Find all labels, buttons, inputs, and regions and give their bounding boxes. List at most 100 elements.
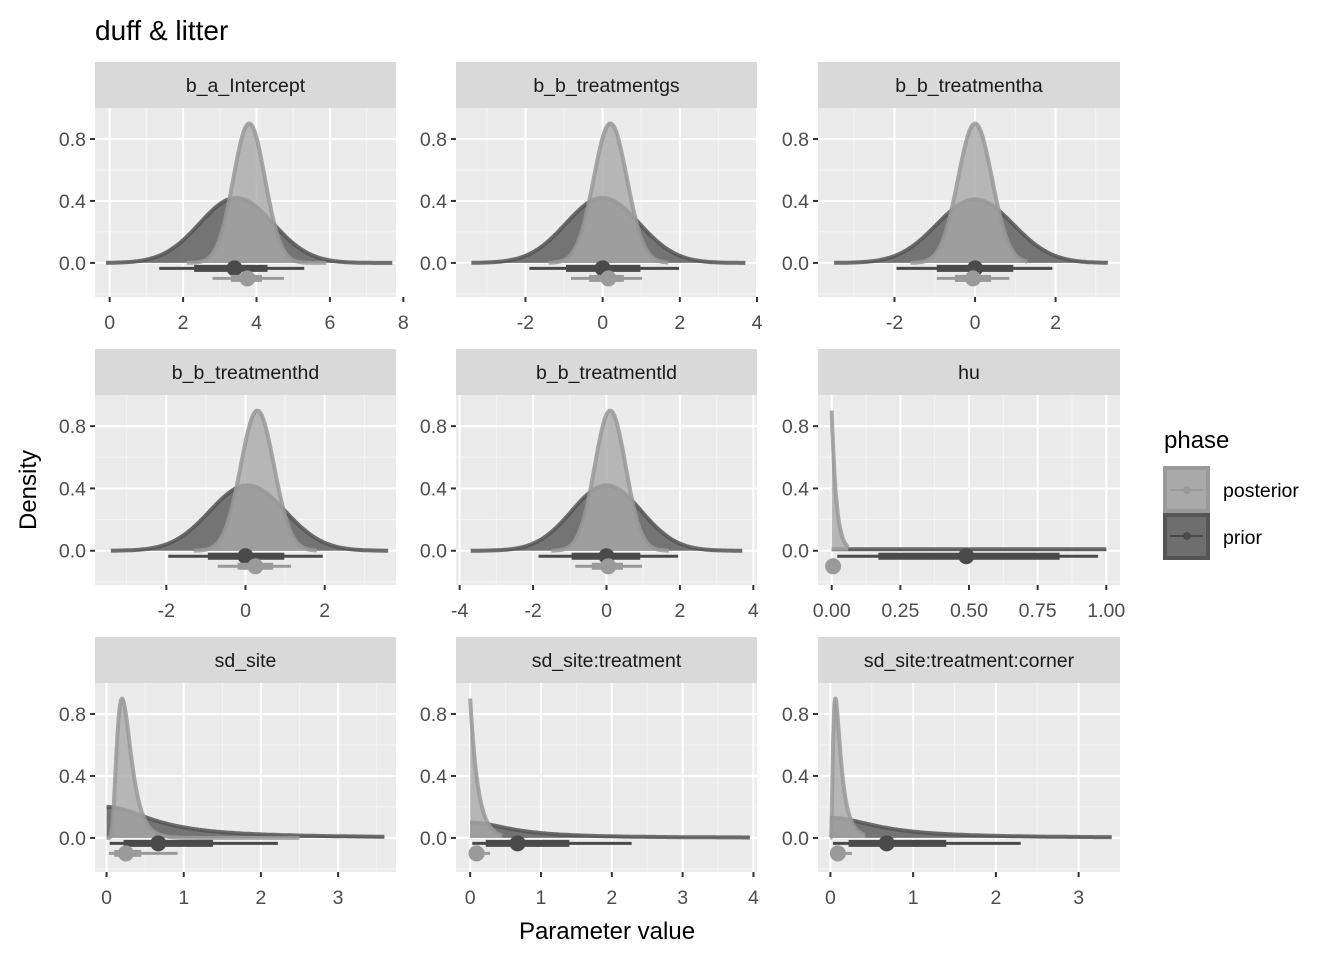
y-tick-label: 0.4: [782, 191, 809, 213]
facet-strip: [818, 637, 1120, 683]
facet-strip: [95, 637, 396, 683]
y-tick-label: 0.4: [782, 766, 809, 788]
facet-strip-label: hu: [958, 362, 980, 384]
posterior-density-area: [548, 123, 669, 263]
posterior-density-area: [910, 123, 1028, 263]
facet-strip-label: b_b_treatmenthd: [172, 362, 319, 384]
y-tick-label: 0.4: [420, 191, 447, 213]
x-tick-label: 1: [178, 887, 189, 909]
legend-title: phase: [1164, 427, 1229, 454]
x-tick-label: 2: [319, 600, 330, 622]
posterior-density-line: [909, 121, 1029, 265]
prior-point-estimate: [509, 835, 526, 852]
x-tick-label: -2: [524, 600, 541, 622]
posterior-point-estimate: [239, 270, 256, 287]
posterior-density-line: [185, 121, 328, 265]
prior-point-estimate: [878, 835, 895, 852]
x-tick-label: 1: [908, 887, 919, 909]
x-tick-label: 0: [825, 887, 836, 909]
x-tick-label: 4: [748, 887, 759, 909]
posterior-point-estimate: [829, 845, 846, 862]
x-tick-label: 2: [606, 887, 617, 909]
facet-strip-label: sd_site:treatment: [532, 650, 682, 672]
facet-panel: sd_site:treatment:corner 0.0 0.4 0.8 0 1 2 3: [782, 637, 1120, 909]
y-tick-label: 0.8: [782, 416, 809, 438]
x-tick-label: 4: [752, 312, 763, 334]
x-tick-label: 2: [674, 600, 685, 622]
y-tick-label: 0.8: [782, 129, 809, 151]
posterior-point-estimate: [965, 270, 982, 287]
y-tick-label: 0.4: [420, 478, 447, 500]
posterior-density-line: [547, 121, 670, 265]
x-tick-label: 0: [101, 887, 112, 909]
y-tick-label: 0.8: [420, 704, 447, 726]
posterior-density-line: [828, 696, 867, 840]
prior-point-estimate: [150, 835, 167, 852]
posterior-point-estimate: [600, 558, 617, 575]
facet-strip: [818, 349, 1120, 395]
y-tick-label: 0.0: [59, 253, 86, 275]
facet-strip-label: sd_site: [215, 650, 277, 672]
facet-strip: [95, 62, 396, 108]
legend-label-prior: prior: [1223, 527, 1263, 549]
prior-point-estimate: [226, 260, 243, 277]
x-tick-label: 2: [990, 887, 1001, 909]
y-tick-label: 0.0: [59, 541, 86, 563]
y-tick-label: 0.8: [59, 704, 86, 726]
x-tick-label: 0.75: [1019, 600, 1057, 622]
posterior-point-estimate: [468, 845, 485, 862]
facet-panel: b_b_treatmentld 0.0 0.4 0.8 -4 -2 0 2 4: [420, 349, 759, 622]
posterior-density-area: [106, 698, 300, 838]
x-tick-label: 2: [1050, 312, 1061, 334]
y-axis-title: Density: [15, 450, 42, 530]
x-tick-label: 3: [677, 887, 688, 909]
x-tick-label: 4: [251, 312, 262, 334]
posterior-density-line: [192, 408, 318, 553]
y-tick-label: 0.4: [782, 478, 809, 500]
facet-panel: sd_site:treatment 0.0 0.4 0.8 0 1 2 3 4: [420, 637, 759, 909]
x-tick-label: 3: [1073, 887, 1084, 909]
y-tick-label: 0.4: [420, 766, 447, 788]
facet-strip: [95, 349, 396, 395]
prior-density-area: [106, 806, 385, 838]
facet-strip: [818, 62, 1120, 108]
facet-panel: b_b_treatmentha 0.0 0.4 0.8 -2 0 2: [782, 62, 1120, 334]
y-tick-label: 0.8: [59, 129, 86, 151]
x-tick-label: 4: [748, 600, 759, 622]
x-tick-label: 3: [333, 887, 344, 909]
x-tick-label: 2: [178, 312, 189, 334]
prior-density-line: [830, 815, 1112, 840]
y-tick-label: 0.8: [420, 129, 447, 151]
posterior-point-estimate: [825, 558, 842, 575]
y-tick-label: 0.4: [59, 191, 86, 213]
posterior-density-area: [551, 410, 669, 551]
posterior-density-line: [468, 698, 504, 838]
y-tick-label: 0.0: [420, 253, 447, 275]
legend-point-prior: [1183, 532, 1191, 540]
posterior-density-area: [831, 410, 849, 551]
posterior-point-estimate: [600, 270, 617, 287]
posterior-density-area: [186, 123, 327, 263]
facet-panel: hu 0.0 0.4 0.8 0.00 0.25 0.50 0.75 1.00: [782, 349, 1125, 622]
x-tick-label: 0: [601, 600, 612, 622]
facet-strip: [456, 349, 757, 395]
x-tick-label: 0: [465, 887, 476, 909]
x-tick-label: -2: [886, 312, 903, 334]
legend-label-posterior: posterior: [1223, 480, 1299, 502]
y-tick-label: 0.0: [782, 253, 809, 275]
prior-point-estimate: [237, 548, 254, 565]
facet-panel: sd_site 0.0 0.4 0.8 0 1 2 3: [59, 637, 396, 909]
prior-density-area: [830, 817, 1112, 838]
y-tick-label: 0.4: [59, 478, 86, 500]
legend: phase posterior prior: [1163, 427, 1299, 560]
x-tick-label: 1.00: [1087, 600, 1125, 622]
x-axis-title: Parameter value: [519, 918, 695, 945]
x-tick-label: 2: [256, 887, 267, 909]
posterior-density-line: [550, 408, 671, 553]
x-tick-label: -2: [158, 600, 175, 622]
y-tick-label: 0.0: [782, 828, 809, 850]
legend-key-posterior: [1163, 466, 1210, 513]
x-tick-label: -2: [517, 312, 534, 334]
